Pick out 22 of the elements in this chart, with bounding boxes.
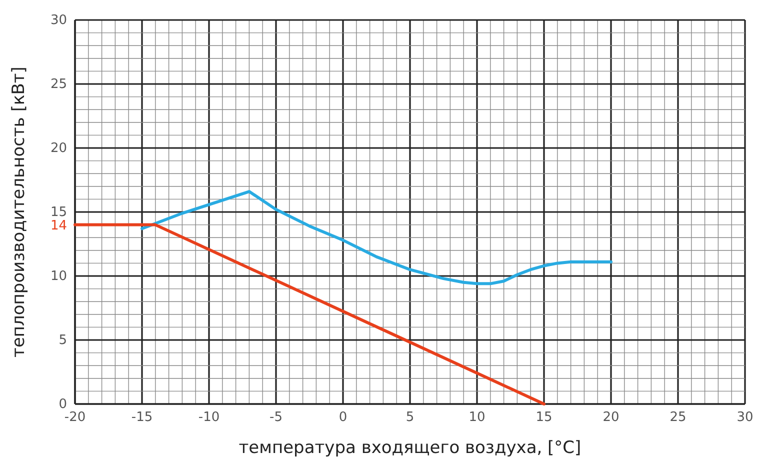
x-axis-title: температура входящего воздуха, [°C] <box>238 438 582 458</box>
x-tick-label: -20 <box>64 410 86 426</box>
y-tick-label: 10 <box>50 269 67 284</box>
y-tick-label: 15 <box>50 205 67 220</box>
y-tick-label: 30 <box>50 13 67 28</box>
y-tick-label: 25 <box>50 77 67 92</box>
y-tick-label: 20 <box>50 141 67 156</box>
x-tick-label: 10 <box>468 410 486 426</box>
x-tick-label: 20 <box>602 410 620 426</box>
x-tick-label: 30 <box>736 410 754 426</box>
x-tick-label: 25 <box>670 410 686 426</box>
x-tick-label: 0 <box>338 410 348 426</box>
x-tick-label: 5 <box>406 410 414 426</box>
x-tick-label: -15 <box>131 410 153 426</box>
y-tick-label: 5 <box>58 333 67 348</box>
line-series <box>140 190 612 286</box>
y-tick-label: 0 <box>58 397 67 412</box>
x-tick-label: 15 <box>536 410 552 426</box>
annotation: 14 <box>50 218 67 234</box>
x-tick-label: -5 <box>270 410 282 426</box>
x-tick-label: -10 <box>198 410 220 426</box>
y-axis-title: теплопроизводительность [кВт] <box>9 66 29 358</box>
